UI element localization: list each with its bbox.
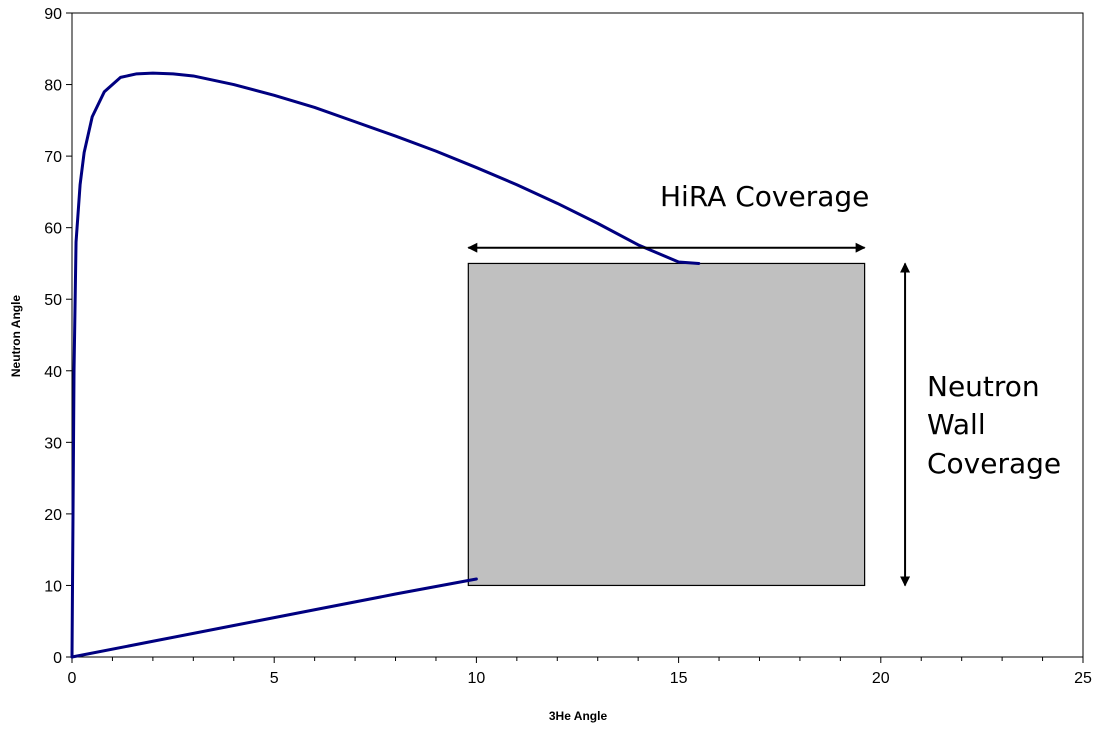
wall-coverage-label-line3: Coverage	[927, 447, 1061, 480]
y-tick-label: 80	[44, 78, 62, 95]
y-tick-label: 40	[44, 364, 62, 381]
y-tick-label: 0	[53, 650, 62, 667]
y-tick-label: 90	[44, 6, 62, 23]
plot-frame	[71, 12, 1084, 658]
x-tick-label: 15	[670, 670, 688, 687]
x-tick-label: 20	[872, 670, 890, 687]
wall-coverage-label-line1: Neutron	[927, 370, 1040, 403]
plot-area: 0 10 20 30 40 50 60 70 80 90 0 5 10 15 20 25	[44, 6, 1092, 687]
x-axis-title: 3He Angle	[549, 709, 608, 723]
series-line-upper	[70, 71, 701, 659]
series-line-lower	[70, 577, 478, 659]
x-tick-label: 25	[1074, 670, 1092, 687]
y-tick-label: 10	[44, 578, 62, 595]
x-tick-label: 0	[68, 670, 77, 687]
y-tick-label: 70	[44, 149, 62, 166]
coverage-box	[467, 262, 866, 587]
x-tick-label: 10	[468, 670, 486, 687]
y-tick-label: 30	[44, 435, 62, 452]
x-tick-label: 5	[270, 670, 279, 687]
y-tick-label: 60	[44, 221, 62, 238]
y-tick-label: 50	[44, 292, 62, 309]
y-tick-label: 20	[44, 507, 62, 524]
hira-coverage-label: HiRA Coverage	[660, 180, 869, 213]
y-axis-title: Neutron Angle	[9, 295, 23, 378]
wall-coverage-label-line2: Wall	[927, 408, 986, 441]
